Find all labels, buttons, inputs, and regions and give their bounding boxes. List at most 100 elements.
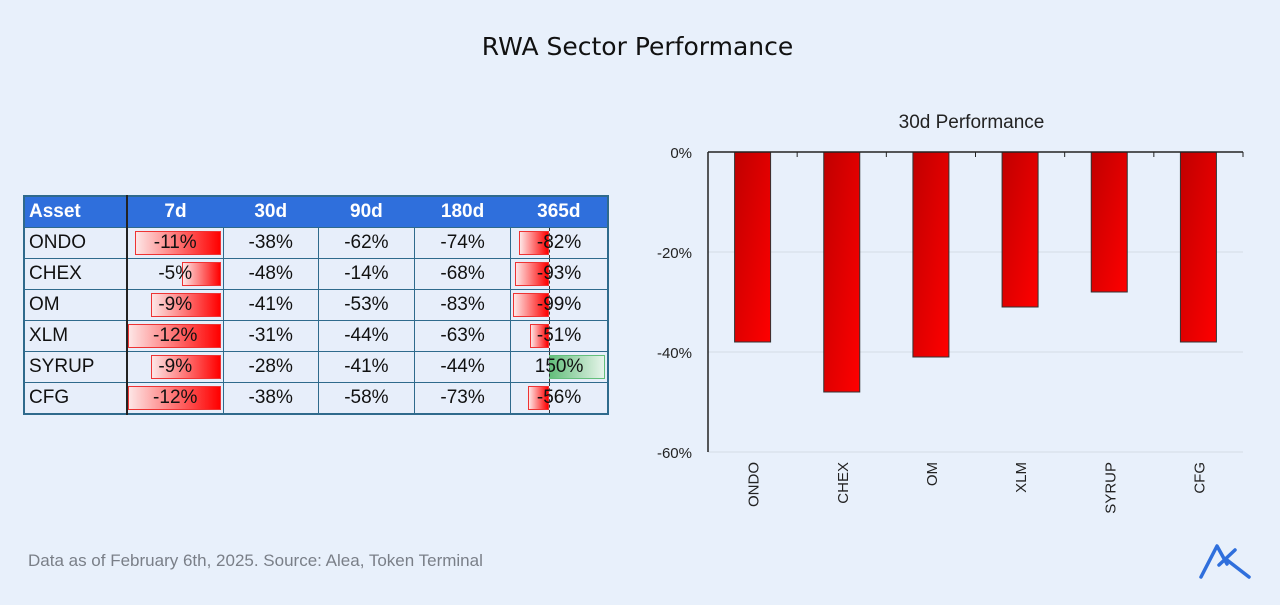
value-text: -5% bbox=[158, 263, 193, 284]
databar-7d bbox=[150, 355, 221, 379]
x-tick-label: SYRUP bbox=[1102, 462, 1119, 514]
databar-7d bbox=[127, 386, 221, 410]
value-cell: -73% bbox=[413, 382, 512, 415]
source-footnote: Data as of February 6th, 2025. Source: A… bbox=[28, 551, 483, 570]
value-text: -11% bbox=[153, 232, 197, 253]
value-cell: -56% bbox=[510, 382, 609, 415]
value-text: -41% bbox=[248, 294, 293, 315]
column-header-180d: 180d bbox=[414, 196, 511, 228]
value-text: -53% bbox=[344, 294, 389, 315]
databar-365d bbox=[514, 262, 550, 286]
column-header-365d: 365d bbox=[510, 196, 608, 228]
value-text: -68% bbox=[440, 263, 485, 284]
value-cell: -62% bbox=[317, 227, 415, 259]
databar-7d bbox=[127, 324, 221, 348]
y-tick-label: -40% bbox=[657, 345, 692, 362]
value-text: -48% bbox=[248, 263, 293, 284]
databar-365d bbox=[518, 231, 550, 255]
value-cell: -31% bbox=[222, 320, 319, 352]
value-text: -14% bbox=[344, 263, 389, 284]
value-cell: -53% bbox=[317, 289, 415, 321]
databar-7d bbox=[150, 293, 221, 317]
value-text: -38% bbox=[248, 232, 293, 253]
databar-365d bbox=[549, 355, 605, 379]
asset-cell: CFG bbox=[23, 382, 128, 415]
y-tick-label: -60% bbox=[657, 445, 692, 462]
x-tick-label: OM bbox=[924, 462, 941, 486]
chart-title: 30d Performance bbox=[899, 112, 1045, 133]
value-cell: -93% bbox=[510, 258, 609, 290]
databar-axis bbox=[549, 321, 551, 351]
value-text: -41% bbox=[344, 356, 389, 377]
value-text: -9% bbox=[158, 294, 193, 315]
databar-365d bbox=[528, 386, 550, 410]
asset-cell: OM bbox=[23, 289, 128, 321]
value-cell: -48% bbox=[222, 258, 319, 290]
value-cell: -58% bbox=[317, 382, 415, 415]
value-text: 150% bbox=[534, 356, 584, 377]
value-cell: -9% bbox=[126, 289, 224, 321]
x-tick-label: CFG bbox=[1191, 462, 1208, 494]
value-cell: -63% bbox=[413, 320, 512, 352]
value-cell: -38% bbox=[222, 382, 319, 415]
value-text: -9% bbox=[158, 356, 193, 377]
value-cell: -38% bbox=[222, 227, 319, 259]
value-text: -12% bbox=[153, 325, 198, 346]
value-cell: -83% bbox=[413, 289, 512, 321]
asset-cell: CHEX bbox=[23, 258, 128, 290]
value-text: -73% bbox=[440, 387, 485, 408]
value-text: -31% bbox=[248, 325, 293, 346]
value-cell: -5% bbox=[126, 258, 224, 290]
databar-axis bbox=[549, 228, 551, 258]
table-row: ONDO -11% -38% -62% -74% -82% bbox=[23, 227, 609, 259]
value-cell: -28% bbox=[222, 351, 319, 383]
column-header-90d: 90d bbox=[318, 196, 415, 228]
value-cell: -44% bbox=[413, 351, 512, 383]
asset-cell: ONDO bbox=[23, 227, 128, 259]
value-cell: -12% bbox=[126, 382, 224, 415]
column-header-30d: 30d bbox=[223, 196, 319, 228]
value-cell: -74% bbox=[413, 227, 512, 259]
table-row: SYRUP -9% -28% -41% -44% 150% bbox=[23, 351, 609, 383]
table-row: OM -9% -41% -53% -83% -99% bbox=[23, 289, 609, 321]
value-text: -58% bbox=[344, 387, 389, 408]
performance-table: Asset 7d 30d 90d 180d 365d ONDO -11% -38% -62% -7… bbox=[23, 195, 609, 415]
bar-ONDO bbox=[734, 151, 772, 343]
value-cell: -68% bbox=[413, 258, 512, 290]
value-cell: -82% bbox=[510, 227, 609, 259]
value-text: -99% bbox=[536, 294, 582, 315]
value-text: -38% bbox=[248, 387, 293, 408]
databar-7d bbox=[181, 262, 221, 286]
value-text: -44% bbox=[344, 325, 389, 346]
x-tick-label: CHEX bbox=[835, 462, 852, 504]
table-row: XLM -12% -31% -44% -63% -51% bbox=[23, 320, 609, 352]
databar-365d bbox=[512, 293, 550, 317]
bar-CFG bbox=[1179, 151, 1217, 343]
value-text: -82% bbox=[536, 232, 582, 253]
table-row: CHEX -5% -48% -14% -68% -93% bbox=[23, 258, 609, 290]
value-text: -12% bbox=[153, 387, 198, 408]
bar-OM bbox=[912, 151, 950, 358]
y-tick-label: 0% bbox=[670, 145, 692, 162]
asset-cell: XLM bbox=[23, 320, 128, 352]
bar-XLM bbox=[1001, 151, 1039, 308]
databar-axis bbox=[549, 259, 551, 289]
value-cell: 150% bbox=[510, 351, 609, 383]
value-cell: -41% bbox=[317, 351, 415, 383]
value-cell: -11% bbox=[126, 227, 224, 259]
x-tick-label: ONDO bbox=[746, 462, 763, 507]
value-text: -56% bbox=[536, 387, 582, 408]
page-title: RWA Sector Performance bbox=[481, 32, 794, 61]
y-tick-label: -20% bbox=[657, 245, 692, 262]
value-cell: -51% bbox=[510, 320, 609, 352]
databar-365d bbox=[530, 324, 550, 348]
value-text: -93% bbox=[536, 263, 582, 284]
value-cell: -9% bbox=[126, 351, 224, 383]
value-text: -83% bbox=[440, 294, 485, 315]
databar-axis bbox=[549, 290, 551, 320]
value-text: -44% bbox=[440, 356, 485, 377]
bar-SYRUP bbox=[1090, 151, 1128, 293]
value-cell: -41% bbox=[222, 289, 319, 321]
databar-axis bbox=[549, 383, 551, 413]
